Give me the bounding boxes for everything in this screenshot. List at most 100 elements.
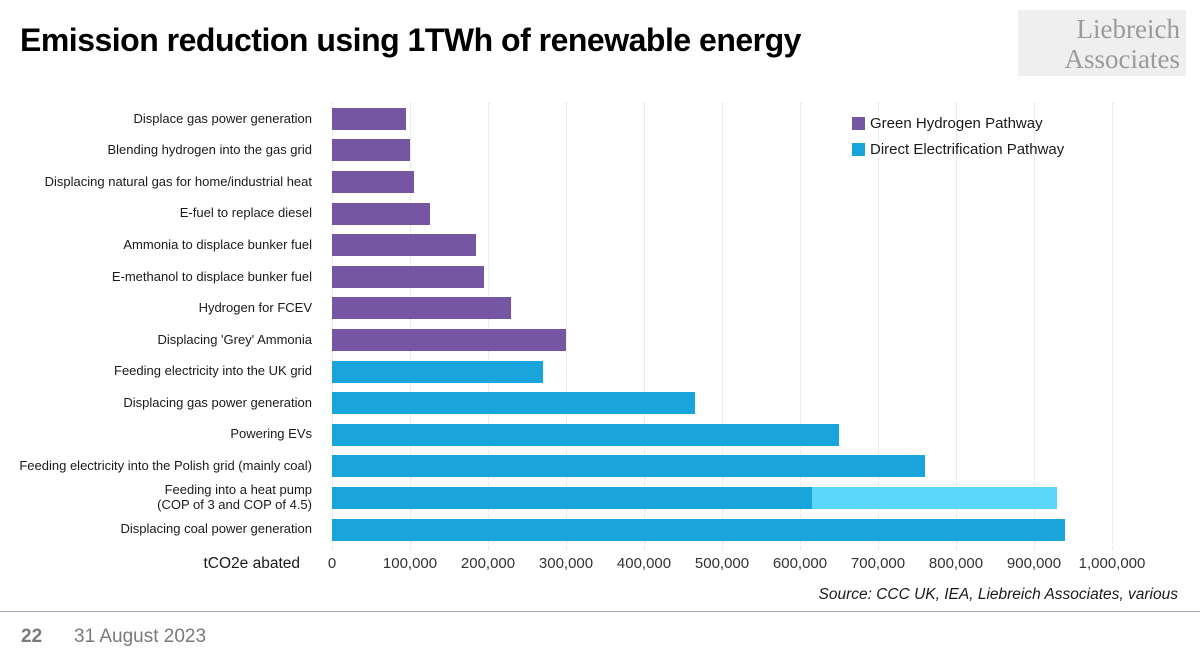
chart-row: Feeding into a heat pump (COP of 3 and CO… [0,482,1200,514]
x-tick-label: 600,000 [772,555,828,572]
bar-green [332,170,414,193]
category-label: Feeding electricity into the Polish grid… [19,458,312,474]
category-label: Ammonia to displace bunker fuel [123,236,312,252]
gridline [410,103,411,550]
x-tick-label: 100,000 [382,555,438,572]
logo-line-1: Liebreich [1076,14,1180,44]
bar-green [332,139,410,162]
bar-track [332,451,1112,483]
x-tick-label: 1,000,000 [1078,555,1146,572]
x-tick-label: 200,000 [460,555,516,572]
bar-track [332,166,1112,198]
page-title: Emission reduction using 1TWh of renewab… [20,22,801,58]
legend-item-direct-electrification: Direct Electrification Pathway [852,141,1064,158]
x-tick-label: 500,000 [694,555,750,572]
chart-rows: Displace gas power generation Blending hy… [0,103,1200,545]
x-tick-label: 0 [327,555,337,572]
gridline [956,103,957,550]
bar-track [332,514,1112,546]
chart-row: E-methanol to displace bunker fuel [0,261,1200,293]
bar-track [332,198,1112,230]
footer-divider [0,611,1200,612]
bar-track [332,419,1112,451]
chart-row: Feeding electricity into the Polish grid… [0,451,1200,483]
gridline [878,103,879,550]
gridline [566,103,567,550]
category-label: Blending hydrogen into the gas grid [107,142,312,158]
chart-row: Displacing gas power generation [0,387,1200,419]
chart-row: Blending hydrogen into the gas grid [0,135,1200,167]
gridline [644,103,645,550]
chart-legend: Green Hydrogen Pathway Direct Electrific… [852,115,1064,167]
chart-row: Displacing natural gas for home/industri… [0,166,1200,198]
bar-track [332,229,1112,261]
bar-segment-extension [811,486,1058,509]
bar-green [332,328,566,351]
bar-electric [332,486,812,509]
gridline [1034,103,1035,550]
category-label: Powering EVs [230,426,312,442]
category-label: Displacing natural gas for home/industri… [44,173,312,189]
bar-track [332,482,1112,514]
bar-track [332,261,1112,293]
bar-track [332,387,1112,419]
bar-track [332,103,1112,135]
category-label: Displacing coal power generation [120,521,312,537]
category-label: Displacing gas power generation [123,394,312,410]
source-note: Source: CCC UK, IEA, Liebreich Associate… [818,586,1178,603]
chart-row: E-fuel to replace diesel [0,198,1200,230]
gridline [800,103,801,550]
bar-electric [332,423,839,446]
bar-track [332,135,1112,167]
logo-line-2: Associates [1064,44,1180,74]
bar-chart: Displace gas power generation Blending hy… [0,103,1200,583]
bar-track [332,324,1112,356]
gridline [722,103,723,550]
bar-electric [332,455,925,478]
category-label: E-methanol to displace bunker fuel [111,268,312,284]
bar-green [332,297,512,320]
category-label: Hydrogen for FCEV [198,300,312,316]
category-label: Feeding into a heat pump (COP of 3 and CO… [157,482,312,512]
bar-green [332,265,485,288]
gridline [488,103,489,550]
chart-row: Hydrogen for FCEV [0,293,1200,325]
bar-track [332,293,1112,325]
x-axis-title: tCO2e abated [203,555,300,572]
x-tick-label: 800,000 [928,555,984,572]
category-label: Displace gas power generation [133,110,313,126]
bar-electric [332,392,695,415]
chart-row: Ammonia to displace bunker fuel [0,229,1200,261]
x-tick-label: 700,000 [850,555,906,572]
legend-swatch-direct-electrification-icon [852,143,865,156]
chart-row: Displacing 'Grey' Ammonia [0,324,1200,356]
gridlines [332,103,1113,550]
legend-label-green-hydrogen: Green Hydrogen Pathway [870,115,1043,132]
bar-electric [332,360,543,383]
slide-date: 31 August 2023 [74,626,207,647]
x-tick-label: 900,000 [1006,555,1062,572]
liebreich-logo: Liebreich Associates [1018,10,1186,76]
x-tick-label: 300,000 [538,555,594,572]
x-axis: 0 100,000 200,000 300,000 400,000 500,000 600,… [328,555,1146,575]
gridline [1112,103,1113,550]
chart-row: Displace gas power generation [0,103,1200,135]
bar-track [332,356,1112,388]
chart-row: Displacing coal power generation [0,514,1200,546]
page-number: 22 [21,626,43,647]
category-label: Feeding electricity into the UK grid [114,363,312,379]
gridline [332,103,333,550]
x-tick-label: 400,000 [616,555,672,572]
bar-green [332,234,477,257]
legend-swatch-green-hydrogen-icon [852,117,865,130]
legend-label-direct-electrification: Direct Electrification Pathway [870,141,1065,158]
bar-green [332,202,430,225]
legend-item-green-hydrogen: Green Hydrogen Pathway [852,115,1064,132]
category-label: E-fuel to replace diesel [179,205,312,221]
category-label: Displacing 'Grey' Ammonia [157,331,312,347]
bar-electric [332,518,1066,541]
chart-row: Powering EVs [0,419,1200,451]
bar-green [332,107,407,130]
chart-row: Feeding electricity into the UK grid [0,356,1200,388]
